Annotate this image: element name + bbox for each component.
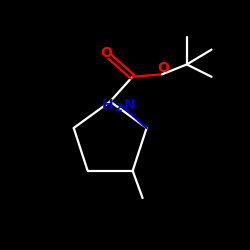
Text: O: O — [100, 46, 112, 60]
Text: N: N — [124, 98, 136, 112]
Text: 2: 2 — [114, 103, 122, 113]
Text: O: O — [158, 61, 169, 75]
Text: H: H — [102, 98, 113, 112]
